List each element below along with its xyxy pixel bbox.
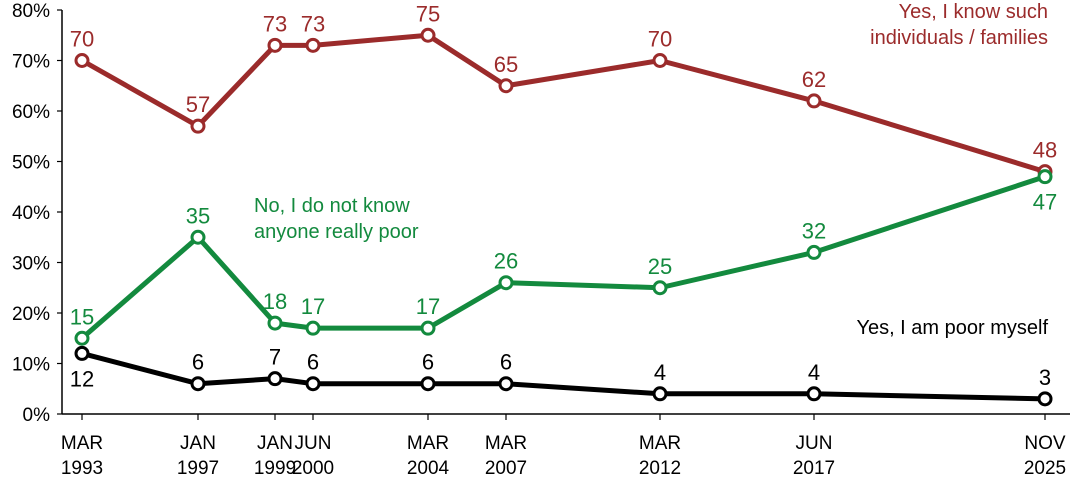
data-label-2: 6 [422,350,434,375]
x-tick-label-year: 1997 [177,458,219,479]
data-label-1: 26 [494,249,518,274]
x-tick-label-year: 2000 [292,458,334,479]
data-point-1 [305,320,321,336]
data-point-1 [420,320,436,336]
x-tick-label-year: 2004 [407,458,450,479]
series-name-label-1: No, I do not know [254,195,410,217]
x-tick-label-month: NOV [1024,433,1066,454]
data-label-2: 4 [654,360,666,385]
data-label-1: 18 [263,289,287,314]
y-tick-label: 50% [12,153,50,174]
data-label-1: 25 [648,254,672,279]
data-point-2 [806,386,822,402]
series-line-2 [79,350,1048,402]
data-point-0 [305,37,321,53]
data-point-1 [267,315,283,331]
y-tick-label: 80% [12,1,50,22]
y-tick-label: 20% [12,304,50,325]
y-tick-label: 30% [12,254,50,275]
x-tick-label-month: JUN [295,433,332,454]
y-tick-label: 40% [12,203,50,224]
x-tick-label-month: JUN [796,433,833,454]
x-tick-label-year: 1993 [61,458,103,479]
data-point-0 [190,118,206,134]
x-tick-label-month: MAR [61,433,103,454]
x-tick-label-year: 2017 [793,458,835,479]
data-point-2 [305,376,321,392]
data-point-1 [1037,169,1053,185]
data-label-2: 4 [808,360,820,385]
data-point-2 [498,376,514,392]
data-label-0: 57 [186,92,210,117]
x-tick-label-year: 2012 [639,458,681,479]
data-label-1: 32 [802,218,826,243]
x-tick-label-month: MAR [485,433,527,454]
x-tick-label-month: JAN [257,433,293,454]
x-tick-label-month: MAR [407,433,449,454]
data-label-1: 15 [70,304,94,329]
data-label-2: 6 [307,350,319,375]
series-name-label-2: Yes, I am poor myself [856,317,1048,339]
data-label-2: 3 [1039,365,1051,390]
data-label-2: 7 [269,345,281,370]
data-label-1: 35 [186,203,210,228]
data-label-0: 75 [416,1,440,26]
data-point-1 [652,280,668,296]
data-point-1 [498,275,514,291]
data-point-1 [74,330,90,346]
data-label-0: 70 [70,27,94,52]
y-tick-label: 70% [12,52,50,73]
data-label-1: 17 [301,294,325,319]
data-label-0: 70 [648,27,672,52]
data-point-2 [652,386,668,402]
data-label-1: 17 [416,294,440,319]
data-label-2: 6 [500,350,512,375]
data-label-1: 47 [1033,190,1057,215]
data-point-0 [420,27,436,43]
data-label-0: 62 [802,67,826,92]
y-tick-label: 0% [23,405,51,426]
data-point-0 [267,37,283,53]
data-label-0: 73 [301,11,325,36]
x-tick-label-year: 2025 [1024,458,1066,479]
data-point-2 [1037,391,1053,407]
series-line-0 [79,32,1048,175]
data-point-2 [190,376,206,392]
data-point-1 [806,244,822,260]
x-tick-label-year: 2007 [485,458,527,479]
series-name-label-1: anyone really poor [254,221,419,243]
series-name-label-0: Yes, I know such [899,1,1048,23]
x-tick-label-month: JAN [180,433,216,454]
data-label-2: 12 [70,366,94,391]
data-point-2 [420,376,436,392]
x-tick-label-month: MAR [639,433,681,454]
series-name-label-0: individuals / families [870,27,1048,49]
series-line-1 [79,174,1048,341]
data-point-1 [190,229,206,245]
data-point-2 [267,371,283,387]
data-point-0 [806,93,822,109]
data-point-0 [74,53,90,68]
data-point-2 [74,345,90,361]
data-label-0: 73 [263,11,287,36]
y-tick-label: 60% [12,102,50,123]
data-label-0: 65 [494,52,518,77]
data-point-0 [652,53,668,68]
data-point-0 [498,78,514,94]
y-tick-label: 10% [12,355,50,376]
x-tick-label-year: 1999 [254,458,296,479]
data-label-0: 48 [1033,138,1057,163]
data-label-2: 6 [192,350,204,375]
